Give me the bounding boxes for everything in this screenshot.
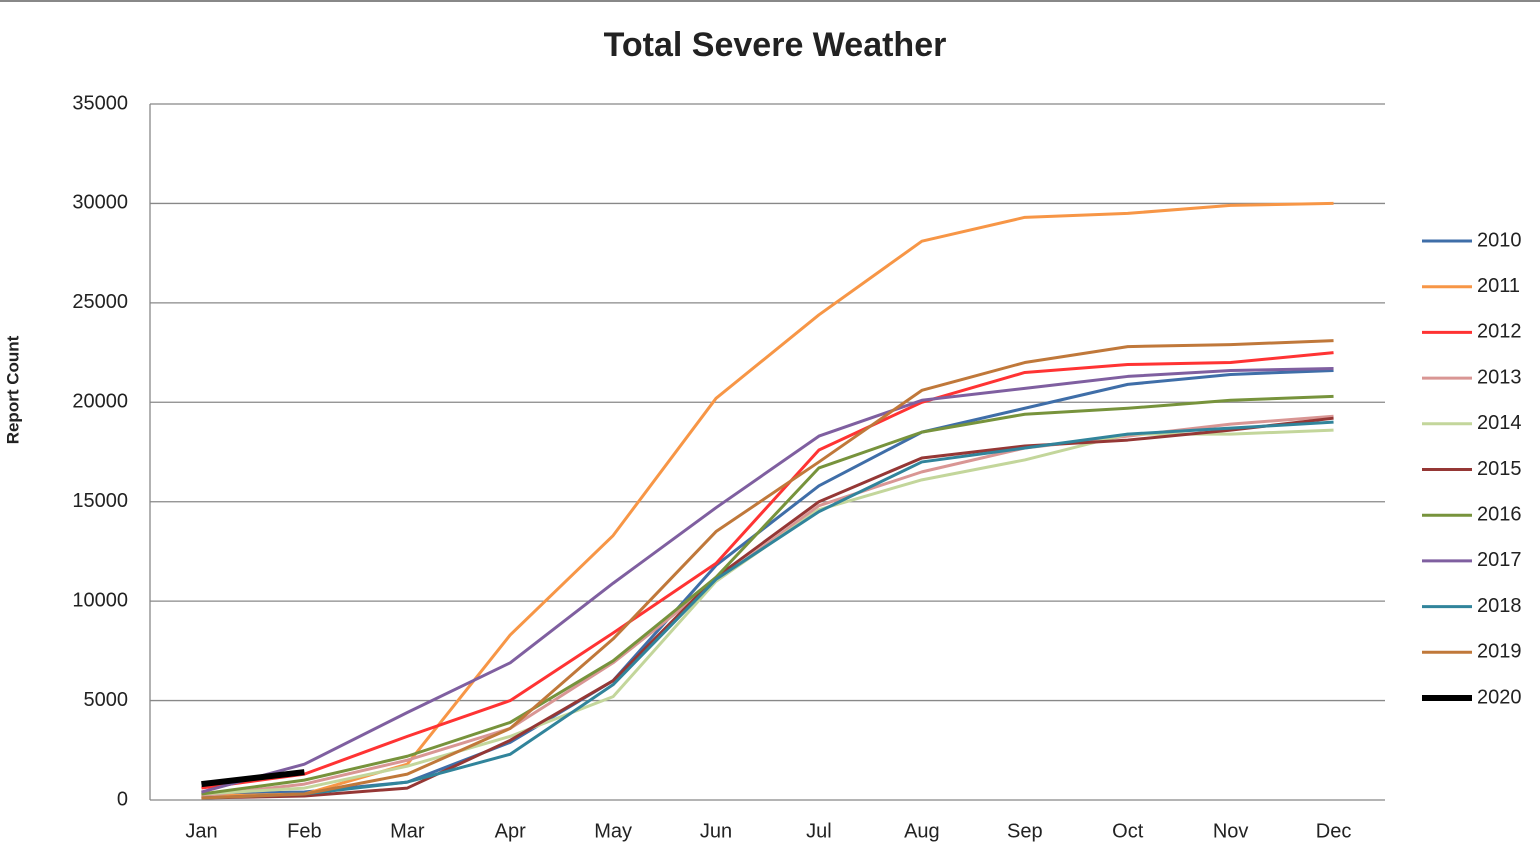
- series-line: [201, 416, 1334, 800]
- y-tick-label: 25000: [72, 291, 128, 313]
- x-tick-label: May: [594, 820, 632, 842]
- y-tick-label: 35000: [72, 92, 128, 114]
- x-tick-label: Dec: [1316, 820, 1352, 842]
- y-tick-label: 15000: [72, 490, 128, 512]
- legend-label: 2020: [1477, 686, 1522, 708]
- series-line: [201, 394, 1334, 796]
- legend-label: 2019: [1477, 641, 1522, 663]
- series-line: [201, 366, 1334, 794]
- y-axis-label: Report Count: [3, 335, 22, 444]
- x-tick-label: Nov: [1213, 820, 1249, 842]
- x-tick-label: Jan: [185, 820, 217, 842]
- legend-label: 2015: [1477, 458, 1522, 480]
- x-tick-label: Jul: [806, 820, 832, 842]
- series-line: [201, 201, 1334, 798]
- x-tick-label: Mar: [390, 820, 425, 842]
- series-line: [201, 769, 305, 788]
- x-tick-label: Oct: [1112, 820, 1144, 842]
- x-tick-label: Apr: [495, 820, 526, 842]
- chart-title: Total Severe Weather: [604, 26, 947, 64]
- legend-label: 2017: [1477, 549, 1522, 571]
- series-line: [201, 339, 1334, 800]
- x-tick-label: Jun: [700, 820, 732, 842]
- series-line: [201, 351, 1334, 790]
- y-tick-label: 5000: [84, 689, 129, 711]
- y-tick-label: 20000: [72, 391, 128, 413]
- y-tick-label: 0: [117, 788, 128, 810]
- legend-label: 2011: [1477, 275, 1520, 297]
- x-tick-label: Aug: [904, 820, 940, 842]
- series-line: [201, 428, 1334, 796]
- legend-label: 2013: [1477, 366, 1522, 388]
- legend-label: 2012: [1477, 321, 1522, 343]
- legend-label: 2018: [1477, 595, 1522, 617]
- x-tick-label: Feb: [287, 820, 321, 842]
- x-tick-label: Sep: [1007, 820, 1043, 842]
- y-tick-label: 30000: [72, 192, 128, 214]
- series-line: [201, 420, 1334, 800]
- legend-label: 2016: [1477, 503, 1522, 525]
- y-tick-label: 10000: [72, 589, 128, 611]
- legend-label: 2010: [1477, 229, 1522, 251]
- legend-label: 2014: [1477, 412, 1522, 434]
